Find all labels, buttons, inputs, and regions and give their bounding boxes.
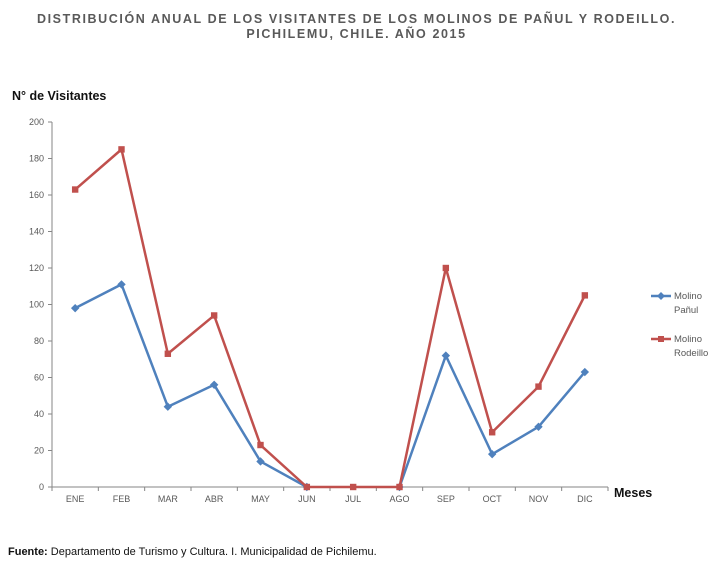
data-point <box>442 264 450 272</box>
legend-label-line2: Pañul <box>674 305 698 316</box>
x-tick-label: DIC <box>577 494 593 504</box>
source-label: Fuente: <box>8 546 48 558</box>
series-layer <box>70 146 590 492</box>
legend-swatch-marker <box>657 292 665 300</box>
x-tick-label: JUN <box>298 494 316 504</box>
x-tick-label: NOV <box>529 494 549 504</box>
series-line <box>74 148 586 489</box>
y-tick-label: 160 <box>29 190 44 200</box>
y-tick-labels: 0 20 40 60 80 100 120 140 160 180 200 <box>29 117 44 492</box>
x-tick-labels: ENE FEB MAR ABR MAY JUN JUL AGO SEP OCT NOV DIC <box>66 494 593 504</box>
data-point <box>257 441 264 449</box>
data-point <box>396 483 403 491</box>
legend-item-0: Molino Pañul <box>651 291 702 316</box>
chart-title-line2: PICHILEMU, CHILE. AÑO 2015 <box>246 27 467 41</box>
data-point <box>256 457 265 466</box>
y-tick-label: 0 <box>39 482 44 492</box>
legend-item-1: Molino Rodeillo <box>651 334 708 359</box>
x-tick-label: MAY <box>251 494 270 504</box>
legend-swatch-marker <box>658 336 664 342</box>
legend-label-line1: Molino <box>674 334 702 345</box>
data-point <box>534 422 543 431</box>
data-point <box>117 280 126 289</box>
source-text: Departamento de Turismo y Cultura. I. Mu… <box>47 546 377 558</box>
data-point <box>349 483 357 491</box>
y-tick-label: 20 <box>34 446 44 456</box>
series-0 <box>70 280 590 492</box>
data-point <box>210 312 218 319</box>
data-point <box>70 303 80 313</box>
data-point <box>580 367 590 377</box>
x-tick-label: OCT <box>483 494 503 504</box>
legend-label-line1: Molino <box>674 291 702 302</box>
x-tick-label: SEP <box>437 494 455 504</box>
data-point <box>487 449 497 459</box>
source-note: Fuente: Departamento de Turismo y Cultur… <box>8 546 377 558</box>
x-tick-label: AGO <box>389 494 409 504</box>
x-tick-label: FEB <box>113 494 131 504</box>
data-point <box>209 380 219 389</box>
legend-label-line2: Rodeillo <box>674 348 708 359</box>
data-point <box>71 186 79 193</box>
data-point <box>535 383 542 390</box>
x-tick-label: ABR <box>205 494 224 504</box>
data-point <box>303 483 311 491</box>
y-tick-label: 180 <box>29 154 44 164</box>
data-point <box>118 146 125 153</box>
y-tick-label: 80 <box>34 336 44 346</box>
y-tick-label: 120 <box>29 263 44 273</box>
data-point <box>164 350 172 357</box>
y-tick-label: 40 <box>34 409 44 419</box>
y-tick-label: 200 <box>29 117 44 127</box>
y-axis-label: N° de Visitantes <box>12 89 107 103</box>
series-1 <box>71 146 589 491</box>
y-tick-label: 140 <box>29 227 44 237</box>
legend: Molino Pañul Molino Rodeillo <box>651 291 708 359</box>
y-tick-label: 60 <box>34 373 44 383</box>
x-axis-label: Meses <box>614 486 653 500</box>
data-point <box>163 402 173 411</box>
series-line <box>74 283 586 489</box>
x-tick-label: ENE <box>66 494 85 504</box>
y-tick-label: 100 <box>29 300 44 310</box>
data-point <box>488 429 496 436</box>
x-tick-label: MAR <box>158 494 179 504</box>
chart-title-line1: DISTRIBUCIÓN ANUAL DE LOS VISITANTES DE … <box>36 12 677 26</box>
data-point <box>581 292 589 299</box>
x-tick-label: JUL <box>345 494 361 504</box>
data-point <box>441 351 451 360</box>
